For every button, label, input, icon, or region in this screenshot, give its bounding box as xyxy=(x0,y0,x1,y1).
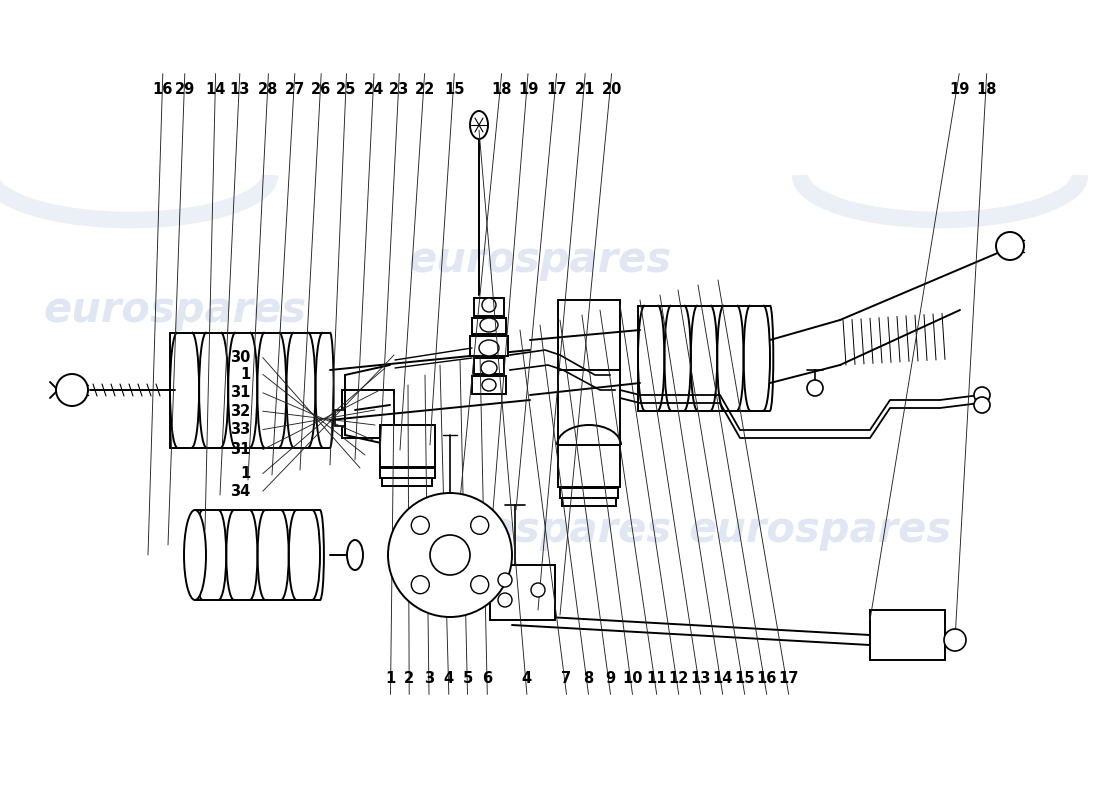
Circle shape xyxy=(974,387,990,403)
Circle shape xyxy=(411,516,429,534)
Text: 26: 26 xyxy=(311,82,331,97)
Circle shape xyxy=(974,397,990,413)
Text: 1: 1 xyxy=(241,466,251,481)
Text: 33: 33 xyxy=(231,422,251,437)
Text: 31: 31 xyxy=(230,386,251,400)
Text: eurospares: eurospares xyxy=(689,509,952,551)
Text: 13: 13 xyxy=(230,82,250,97)
Text: 7: 7 xyxy=(561,671,572,686)
Text: 15: 15 xyxy=(444,82,464,97)
Text: 5: 5 xyxy=(462,671,473,686)
Text: 22: 22 xyxy=(415,82,434,97)
Bar xyxy=(562,498,616,506)
Text: 14: 14 xyxy=(713,671,733,686)
Text: 12: 12 xyxy=(669,671,689,686)
Text: 6: 6 xyxy=(482,671,493,686)
Circle shape xyxy=(498,593,512,607)
Text: 11: 11 xyxy=(647,671,667,686)
Text: 15: 15 xyxy=(735,671,755,686)
Text: 17: 17 xyxy=(547,82,567,97)
Circle shape xyxy=(498,573,512,587)
Bar xyxy=(474,298,504,316)
Text: 8: 8 xyxy=(583,671,594,686)
Text: 19: 19 xyxy=(949,82,969,97)
Ellipse shape xyxy=(184,510,206,600)
Circle shape xyxy=(56,374,88,406)
Bar xyxy=(379,468,434,478)
Bar xyxy=(490,565,556,620)
Text: 19: 19 xyxy=(518,82,538,97)
Text: 21: 21 xyxy=(575,82,595,97)
Ellipse shape xyxy=(482,379,496,391)
Ellipse shape xyxy=(478,340,499,356)
Bar xyxy=(558,445,620,487)
Text: 1: 1 xyxy=(241,367,251,382)
Bar xyxy=(870,610,945,660)
Text: 13: 13 xyxy=(691,671,711,686)
Bar xyxy=(470,336,508,356)
Text: eurospares: eurospares xyxy=(408,509,672,551)
Ellipse shape xyxy=(481,361,497,375)
Text: 17: 17 xyxy=(779,671,799,686)
Bar xyxy=(379,425,434,467)
Text: eurospares: eurospares xyxy=(43,289,307,331)
Circle shape xyxy=(411,576,429,594)
Text: 3: 3 xyxy=(424,671,434,686)
Text: eurospares: eurospares xyxy=(408,239,672,281)
Text: 24: 24 xyxy=(364,82,384,97)
Bar xyxy=(472,376,506,394)
Bar xyxy=(472,318,506,334)
Text: 34: 34 xyxy=(231,484,251,498)
Text: 18: 18 xyxy=(977,82,997,97)
Ellipse shape xyxy=(480,318,498,332)
Circle shape xyxy=(807,380,823,396)
Text: 30: 30 xyxy=(230,350,251,365)
Text: 25: 25 xyxy=(337,82,356,97)
Circle shape xyxy=(471,516,488,534)
Text: 9: 9 xyxy=(605,671,616,686)
Text: 28: 28 xyxy=(258,82,278,97)
Bar xyxy=(336,410,345,426)
Text: 20: 20 xyxy=(602,82,621,97)
Bar xyxy=(382,478,432,486)
Ellipse shape xyxy=(346,540,363,570)
Circle shape xyxy=(996,232,1024,260)
Bar xyxy=(560,488,618,498)
Text: 4: 4 xyxy=(443,671,454,686)
Text: 23: 23 xyxy=(389,82,409,97)
Circle shape xyxy=(531,583,544,597)
Circle shape xyxy=(430,535,470,575)
Text: 10: 10 xyxy=(623,671,642,686)
Text: 16: 16 xyxy=(153,82,173,97)
Bar xyxy=(474,358,504,374)
Text: 18: 18 xyxy=(492,82,512,97)
Text: 29: 29 xyxy=(175,82,195,97)
Circle shape xyxy=(388,493,512,617)
Ellipse shape xyxy=(470,111,488,139)
Text: 16: 16 xyxy=(757,671,777,686)
Text: 2: 2 xyxy=(404,671,415,686)
Bar xyxy=(342,390,394,438)
Text: 27: 27 xyxy=(285,82,305,97)
Circle shape xyxy=(471,576,488,594)
Text: 31: 31 xyxy=(230,442,251,457)
Circle shape xyxy=(944,629,966,651)
Text: 4: 4 xyxy=(521,671,532,686)
Text: 32: 32 xyxy=(231,404,251,418)
Ellipse shape xyxy=(482,298,496,312)
Text: 1: 1 xyxy=(385,671,396,686)
Text: 14: 14 xyxy=(206,82,225,97)
